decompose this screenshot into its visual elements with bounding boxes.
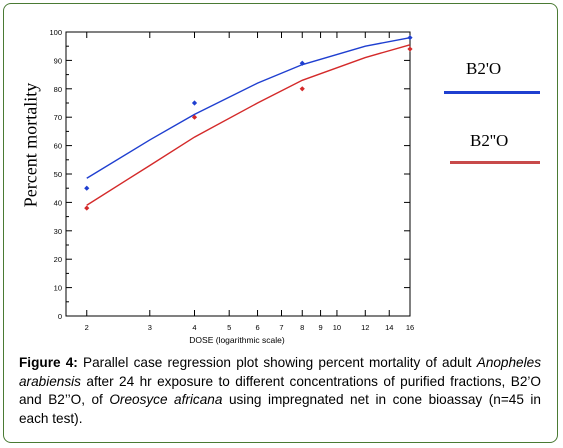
data-point-series-0-0 [84, 185, 90, 191]
y-tick-label-60: 60 [54, 142, 62, 151]
y-tick-label-90: 90 [54, 56, 62, 65]
x-tick-label-3: 3 [148, 323, 152, 332]
legend-line-b2o [444, 91, 540, 94]
data-point-series-0-1 [191, 100, 198, 106]
data-point-series-1-0 [84, 205, 90, 211]
y-tick-label-0: 0 [58, 312, 62, 321]
x-tick-label-10: 10 [333, 323, 341, 332]
y-axis-label-wrap: Percent mortality [16, 60, 46, 230]
x-tick-label-12: 12 [361, 323, 369, 332]
y-tick-label-30: 30 [54, 227, 62, 236]
x-tick-label-7: 7 [279, 323, 283, 332]
plot-frame [65, 31, 411, 317]
axes: 0 10 20 30 40 50 60 70 80 90 100 2 3 4 5 6 7 8 9 10 12 14 16 [49, 28, 414, 332]
y-tick-label-100: 100 [49, 28, 62, 37]
legend-label-b2oo: B2''O [470, 131, 509, 150]
caption-figure-label: Figure 4: [19, 355, 78, 370]
data-point-series-0-3 [407, 35, 413, 41]
fit-line-series-0 [86, 36, 411, 179]
y-tick-label-10: 10 [54, 284, 62, 293]
caption-text-2: after 24 hr exposure to different concen… [19, 373, 541, 408]
caption-species-2: Oreosyce africana [109, 392, 223, 407]
figure-caption: Figure 4: Parallel case regression plot … [19, 354, 541, 428]
x-tick-label-9: 9 [318, 323, 322, 332]
legend-line-b2oo [450, 161, 540, 164]
y-tick-label-40: 40 [54, 198, 62, 207]
caption-text-3: using impregnated net in cone bioassay (… [19, 392, 541, 426]
legend-label-b2o: B2'O [466, 59, 502, 78]
x-tick-label-2: 2 [85, 323, 89, 332]
x-tick-label-6: 6 [255, 323, 259, 332]
data-point-series-1-2 [299, 86, 305, 92]
y-axis-label: Percent mortality [20, 82, 41, 208]
data-points [84, 35, 413, 211]
data-point-series-0-2 [299, 60, 305, 66]
x-axis-label: DOSE (logarithmic scale) [189, 335, 285, 345]
y-tick-label-20: 20 [54, 255, 62, 264]
data-point-series-1-3 [407, 46, 413, 52]
figure-frame [3, 3, 558, 443]
x-tick-label-14: 14 [385, 323, 393, 332]
fit-lines [86, 36, 411, 206]
caption-species-1: Anopheles arabiensis [19, 355, 541, 389]
fit-line-series-1 [86, 44, 411, 206]
y-tick-label-70: 70 [54, 113, 62, 122]
caption-text-1: Parallel case regression plot showing pe… [77, 355, 477, 370]
x-tick-label-5: 5 [227, 323, 231, 332]
x-tick-label-4: 4 [192, 323, 196, 332]
data-point-series-1-1 [191, 114, 198, 120]
y-tick-label-80: 80 [54, 85, 62, 94]
x-tick-label-8: 8 [300, 323, 304, 332]
x-tick-label-16: 16 [406, 323, 414, 332]
y-tick-label-50: 50 [54, 170, 62, 179]
